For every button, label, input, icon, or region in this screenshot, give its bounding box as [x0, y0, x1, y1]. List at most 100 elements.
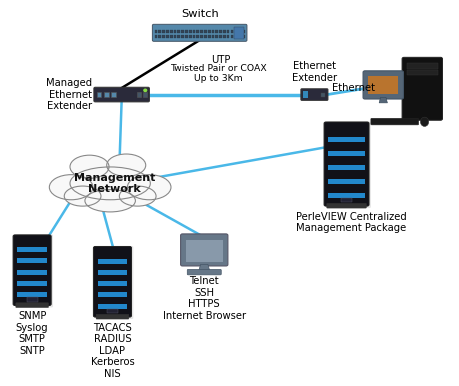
FancyBboxPatch shape — [208, 35, 211, 38]
FancyBboxPatch shape — [181, 30, 184, 33]
FancyBboxPatch shape — [155, 30, 157, 33]
FancyBboxPatch shape — [223, 35, 226, 38]
FancyBboxPatch shape — [97, 270, 128, 275]
Text: Managed
Ethernet
Extender: Managed Ethernet Extender — [46, 78, 92, 111]
FancyBboxPatch shape — [215, 35, 218, 38]
Text: Switch: Switch — [181, 9, 218, 19]
FancyBboxPatch shape — [162, 30, 165, 33]
FancyBboxPatch shape — [230, 35, 233, 38]
FancyBboxPatch shape — [328, 179, 365, 184]
FancyBboxPatch shape — [178, 35, 180, 38]
FancyBboxPatch shape — [94, 87, 150, 102]
Circle shape — [144, 89, 147, 91]
FancyBboxPatch shape — [327, 122, 371, 208]
Ellipse shape — [71, 168, 149, 199]
FancyBboxPatch shape — [200, 35, 203, 38]
FancyBboxPatch shape — [193, 30, 196, 33]
Ellipse shape — [128, 175, 170, 200]
FancyBboxPatch shape — [328, 151, 365, 156]
Text: SNMP
Syslog
SMTP
SNTP: SNMP Syslog SMTP SNTP — [16, 311, 49, 356]
FancyBboxPatch shape — [238, 30, 241, 33]
Text: Management
Network: Management Network — [74, 173, 156, 194]
FancyBboxPatch shape — [341, 198, 352, 202]
FancyBboxPatch shape — [242, 35, 245, 38]
FancyBboxPatch shape — [368, 76, 398, 94]
Text: Ethernet
Extender: Ethernet Extender — [292, 61, 337, 83]
FancyBboxPatch shape — [181, 35, 184, 38]
Text: PerleVIEW Centralized
Management Package: PerleVIEW Centralized Management Package — [296, 212, 407, 233]
FancyBboxPatch shape — [234, 27, 244, 39]
FancyBboxPatch shape — [185, 30, 188, 33]
FancyBboxPatch shape — [196, 30, 199, 33]
FancyBboxPatch shape — [107, 309, 118, 313]
FancyBboxPatch shape — [97, 293, 128, 297]
FancyBboxPatch shape — [327, 203, 366, 208]
Ellipse shape — [107, 154, 145, 176]
FancyBboxPatch shape — [97, 281, 128, 286]
Ellipse shape — [50, 175, 92, 200]
FancyBboxPatch shape — [328, 137, 365, 142]
FancyBboxPatch shape — [234, 35, 237, 38]
FancyBboxPatch shape — [170, 30, 173, 33]
FancyBboxPatch shape — [166, 35, 169, 38]
FancyBboxPatch shape — [186, 240, 223, 262]
FancyBboxPatch shape — [17, 269, 47, 275]
FancyBboxPatch shape — [158, 35, 161, 38]
FancyBboxPatch shape — [204, 30, 207, 33]
Text: TACACS
RADIUS
LDAP
Kerberos
NIS: TACACS RADIUS LDAP Kerberos NIS — [90, 323, 134, 379]
FancyBboxPatch shape — [97, 303, 128, 309]
FancyBboxPatch shape — [189, 30, 191, 33]
FancyBboxPatch shape — [242, 30, 245, 33]
Polygon shape — [379, 97, 387, 103]
FancyBboxPatch shape — [402, 57, 442, 120]
FancyBboxPatch shape — [27, 297, 38, 302]
FancyBboxPatch shape — [16, 234, 53, 307]
FancyBboxPatch shape — [178, 30, 180, 33]
Ellipse shape — [420, 117, 429, 127]
FancyBboxPatch shape — [215, 30, 218, 33]
FancyBboxPatch shape — [320, 93, 325, 96]
Text: Ethernet: Ethernet — [332, 83, 375, 93]
FancyBboxPatch shape — [212, 30, 214, 33]
Ellipse shape — [49, 174, 93, 200]
FancyBboxPatch shape — [230, 30, 233, 33]
FancyBboxPatch shape — [363, 71, 403, 99]
Text: Twisted Pair or COAX
Up to 3Km: Twisted Pair or COAX Up to 3Km — [170, 64, 266, 83]
FancyBboxPatch shape — [94, 246, 132, 317]
FancyBboxPatch shape — [204, 35, 207, 38]
Ellipse shape — [71, 156, 108, 178]
FancyBboxPatch shape — [371, 118, 419, 125]
FancyBboxPatch shape — [166, 30, 169, 33]
FancyBboxPatch shape — [104, 92, 109, 97]
FancyBboxPatch shape — [143, 92, 147, 97]
FancyBboxPatch shape — [96, 314, 129, 319]
FancyBboxPatch shape — [407, 63, 438, 68]
Ellipse shape — [65, 186, 101, 206]
FancyBboxPatch shape — [96, 246, 133, 319]
FancyBboxPatch shape — [155, 35, 157, 38]
Ellipse shape — [86, 190, 134, 212]
Text: Telnet
SSH
HTTPS
Internet Browser: Telnet SSH HTTPS Internet Browser — [162, 276, 246, 321]
FancyBboxPatch shape — [181, 234, 228, 266]
FancyBboxPatch shape — [189, 35, 191, 38]
FancyBboxPatch shape — [328, 165, 365, 170]
FancyBboxPatch shape — [196, 35, 199, 38]
FancyBboxPatch shape — [328, 193, 365, 198]
FancyBboxPatch shape — [174, 35, 176, 38]
Ellipse shape — [120, 186, 156, 206]
FancyBboxPatch shape — [219, 30, 222, 33]
FancyBboxPatch shape — [407, 70, 438, 76]
Ellipse shape — [64, 186, 101, 206]
FancyBboxPatch shape — [324, 122, 369, 206]
FancyBboxPatch shape — [162, 35, 165, 38]
Ellipse shape — [128, 174, 171, 200]
FancyBboxPatch shape — [16, 303, 49, 307]
FancyBboxPatch shape — [152, 24, 247, 41]
FancyBboxPatch shape — [17, 281, 47, 286]
FancyBboxPatch shape — [158, 30, 161, 33]
FancyBboxPatch shape — [17, 292, 47, 297]
FancyBboxPatch shape — [137, 92, 141, 97]
FancyBboxPatch shape — [301, 89, 328, 100]
FancyBboxPatch shape — [200, 30, 203, 33]
Ellipse shape — [85, 190, 135, 212]
